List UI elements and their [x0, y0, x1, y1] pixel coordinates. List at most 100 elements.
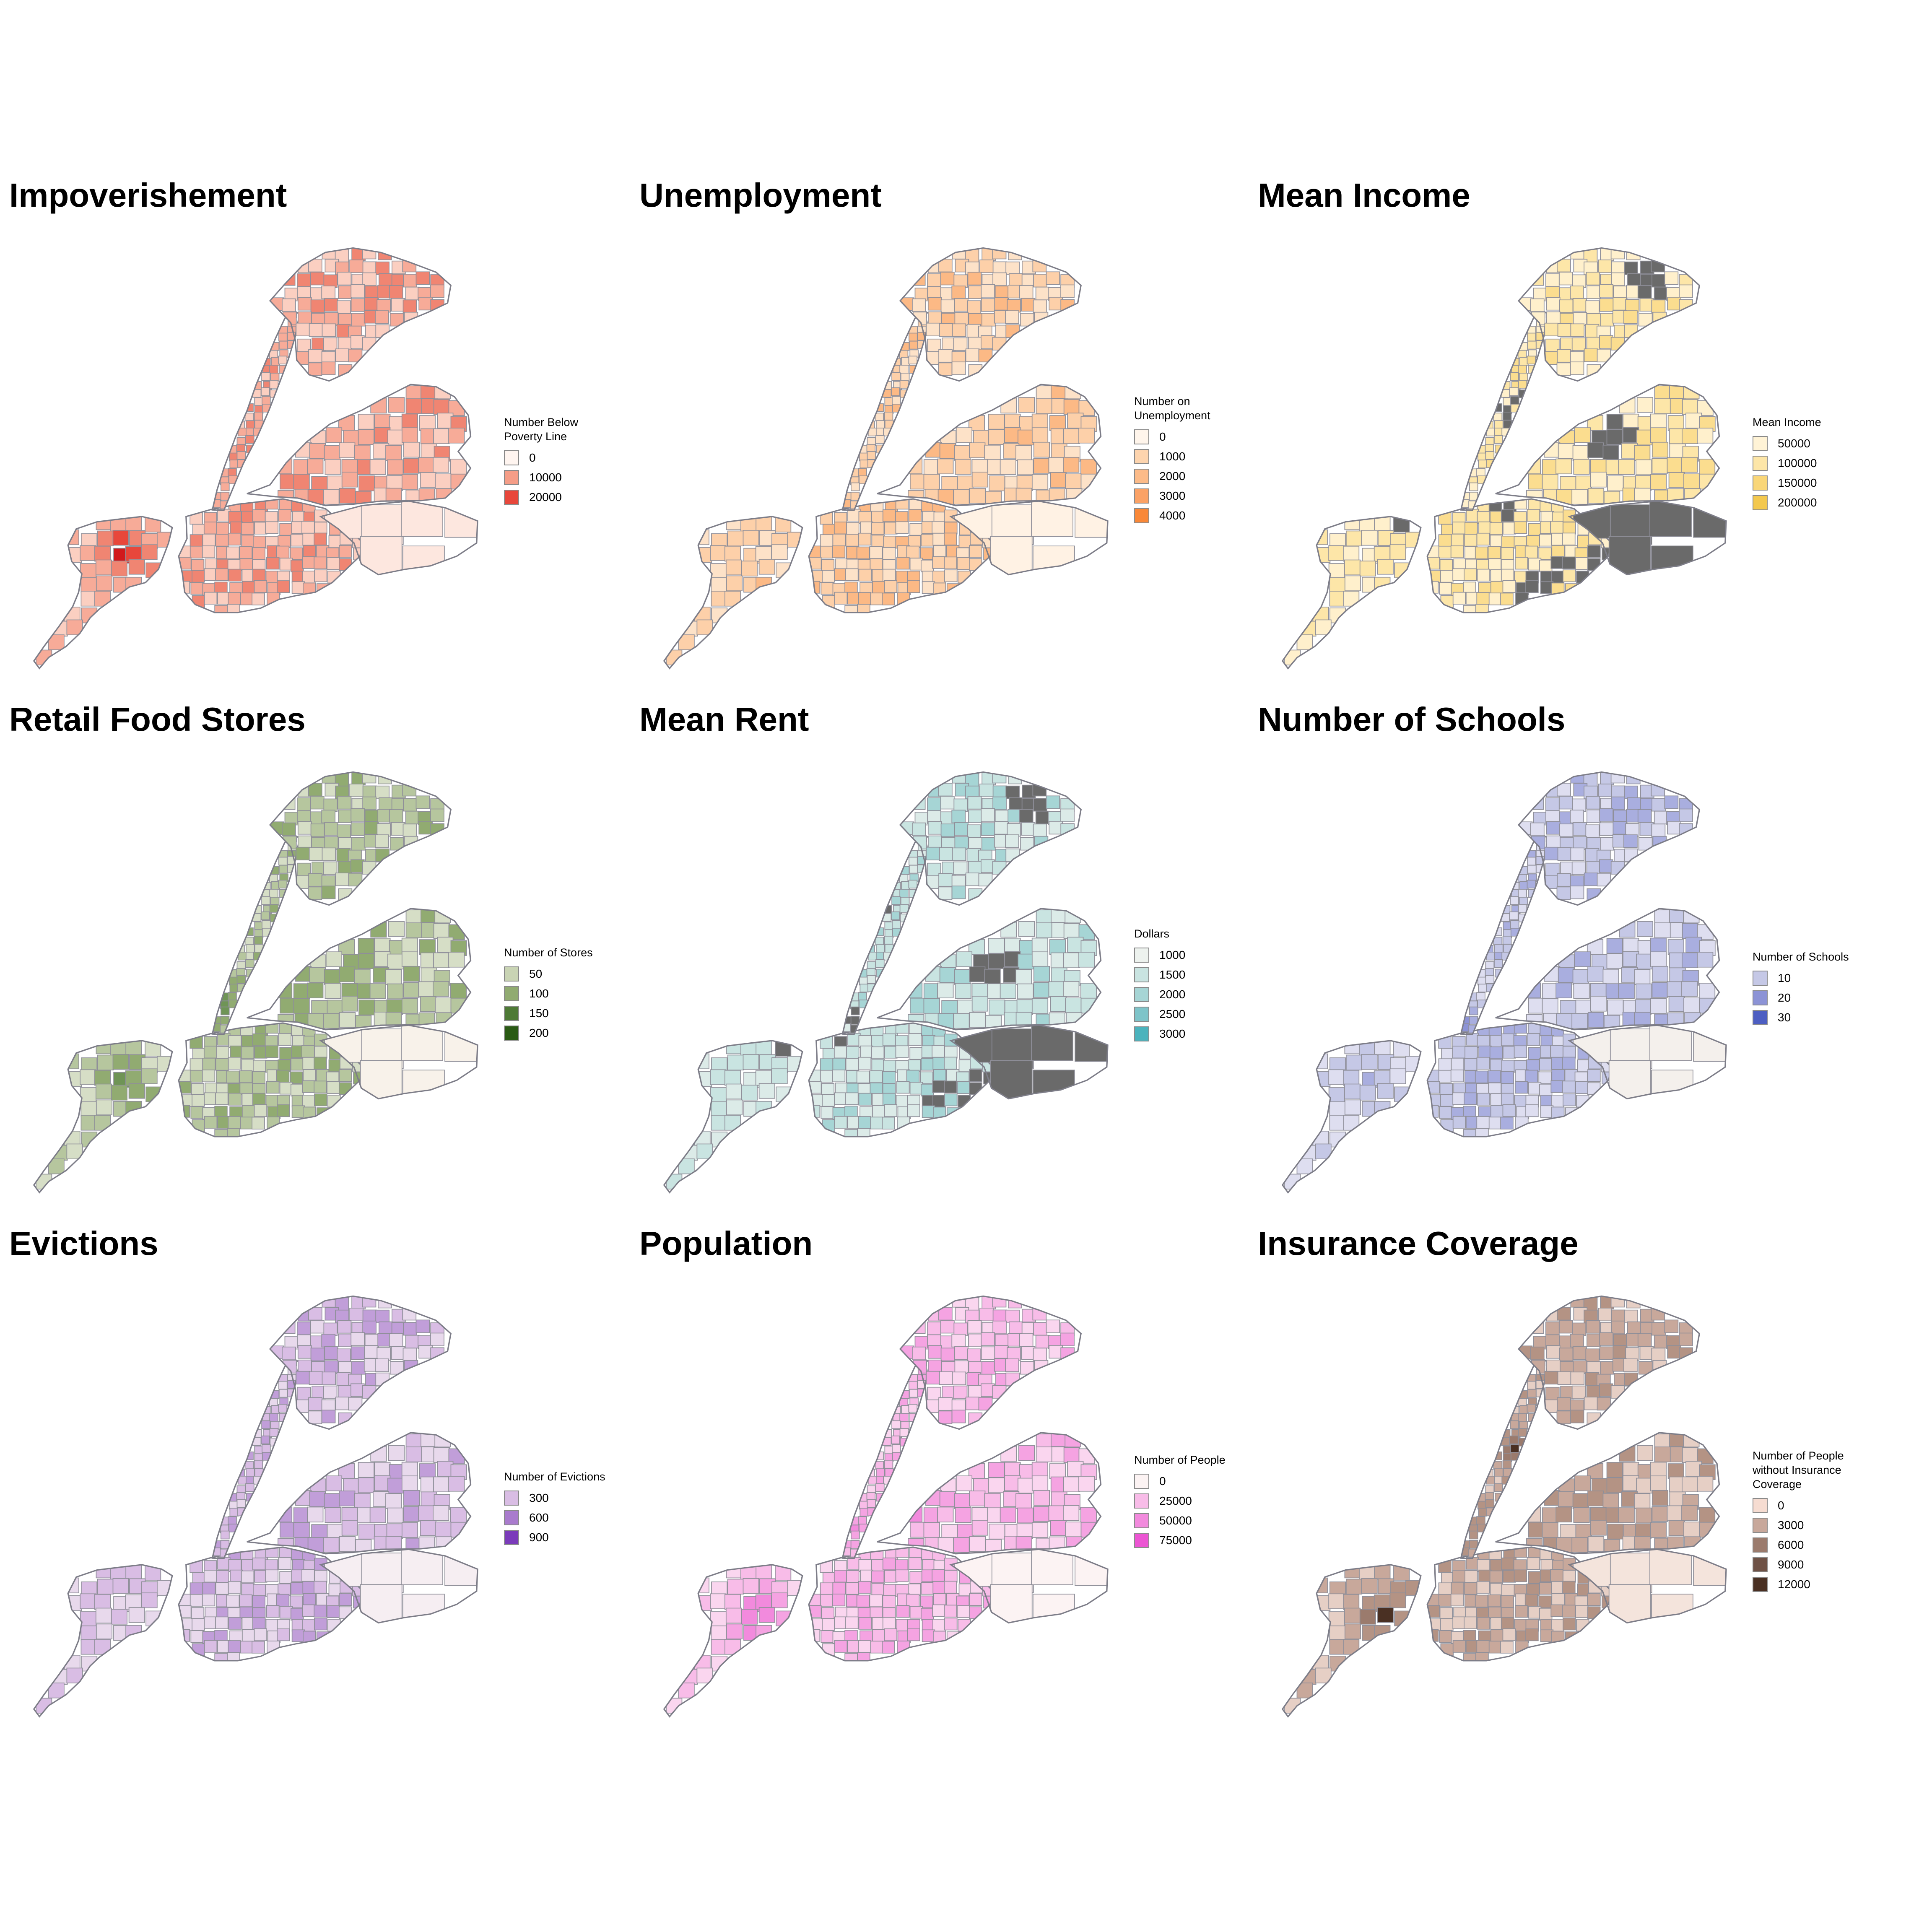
- zip-region: [1636, 953, 1653, 970]
- zip-region: [418, 1505, 435, 1521]
- zip-region: [1610, 861, 1625, 875]
- zip-region: [112, 1578, 129, 1594]
- zip-region: [1031, 998, 1049, 1014]
- zip-region: [869, 546, 883, 559]
- borough-outline: [1517, 771, 1700, 906]
- zip-region: [244, 413, 254, 421]
- zip-region: [80, 1611, 96, 1627]
- zip-region: [1475, 604, 1489, 613]
- zip-region: [1490, 1583, 1503, 1596]
- zip-region: [252, 1033, 266, 1046]
- zip-region: [1465, 1570, 1478, 1583]
- zip-region: [1438, 1594, 1452, 1607]
- zip-region: [1613, 297, 1627, 311]
- zip-region: [832, 534, 846, 547]
- zip-region: [1610, 248, 1625, 260]
- zip-region: [920, 560, 934, 573]
- zip-region: [1361, 1054, 1378, 1070]
- zip-region: [1540, 1629, 1554, 1642]
- zip-region: [1015, 445, 1032, 461]
- zip-region: [971, 1520, 988, 1536]
- zip-region: [981, 1332, 995, 1346]
- zip-region: [1599, 298, 1614, 312]
- zip-region: [922, 1629, 935, 1642]
- zip-region: [771, 1068, 788, 1084]
- zip-region: [1528, 1571, 1541, 1584]
- zip-region: [1608, 536, 1651, 575]
- zip-region: [870, 592, 884, 605]
- zip-region: [1551, 571, 1564, 584]
- zip-region: [1018, 1478, 1034, 1494]
- zip-region: [191, 1607, 205, 1620]
- zip-region: [339, 1012, 356, 1028]
- zip-region: [1558, 1491, 1574, 1507]
- zip-region: [1463, 1653, 1476, 1661]
- zip-region: [405, 1446, 422, 1462]
- zip-region: [190, 1582, 203, 1595]
- zip-region: [1573, 1346, 1587, 1360]
- zip-region: [1475, 1128, 1489, 1137]
- zip-region: [1514, 1569, 1527, 1582]
- zip-region: [1478, 1508, 1487, 1517]
- zip-region: [323, 1322, 338, 1336]
- zip-region: [262, 396, 271, 405]
- zip-region: [1374, 1041, 1391, 1056]
- panel-title: Evictions: [9, 1225, 158, 1262]
- borough-qn: [906, 909, 1097, 1030]
- zip-region: [1538, 1595, 1552, 1608]
- zip-region: [214, 1129, 228, 1137]
- zip-region: [1465, 522, 1478, 535]
- zip-region: [1602, 444, 1619, 461]
- zip-region: [341, 1520, 358, 1536]
- zip-region: [1477, 1093, 1491, 1106]
- zip-region: [401, 1462, 418, 1478]
- zip-region: [1049, 1012, 1065, 1028]
- zip-region: [1063, 1447, 1080, 1463]
- legend-label: 25000: [1159, 1494, 1192, 1507]
- zip-region: [1344, 1099, 1361, 1115]
- zip-region: [128, 1083, 145, 1099]
- zip-region: [883, 535, 896, 548]
- zip-region: [1654, 1446, 1671, 1462]
- zip-region: [433, 952, 450, 968]
- zip-region: [246, 1468, 255, 1477]
- zip-region: [1558, 443, 1574, 459]
- zip-region: [321, 810, 336, 823]
- borough-outline: [178, 1022, 364, 1137]
- zip-region: [1005, 1309, 1020, 1323]
- zip-region: [339, 1593, 352, 1606]
- zip-region: [1560, 1386, 1574, 1400]
- legend-label: 50000: [1159, 1514, 1192, 1527]
- borough-si: [666, 1041, 802, 1189]
- zip-region: [981, 1346, 995, 1360]
- zip-region: [1005, 1358, 1019, 1372]
- zip-region: [968, 337, 982, 351]
- zip-region: [1650, 413, 1667, 430]
- zip-region: [1440, 1618, 1454, 1631]
- legend-entry: 300: [504, 1488, 605, 1508]
- zip-region: [909, 865, 918, 874]
- zip-region: [1685, 937, 1702, 953]
- borough-outline: [247, 1432, 472, 1555]
- zip-region: [953, 1322, 968, 1336]
- zip-region: [1560, 1524, 1576, 1540]
- zip-region: [1524, 1070, 1538, 1083]
- zip-region: [314, 556, 327, 569]
- zip-region: [1572, 274, 1587, 288]
- zip-region: [1639, 298, 1654, 312]
- zip-region: [1545, 273, 1560, 287]
- zip-region: [1654, 385, 1671, 401]
- legend-label: 1000: [1159, 449, 1186, 463]
- zip-region: [875, 959, 885, 968]
- zip-region: [1681, 457, 1698, 473]
- zip-region: [969, 442, 986, 458]
- zip-region: [1329, 577, 1346, 593]
- zip-region: [296, 273, 311, 287]
- zip-region: [1439, 1607, 1453, 1620]
- zip-region: [1587, 558, 1601, 571]
- zip-region: [944, 556, 957, 569]
- zip-region: [262, 920, 271, 929]
- zip-region: [1679, 1332, 1693, 1346]
- zip-region: [896, 1619, 909, 1632]
- zip-region: [1638, 313, 1653, 327]
